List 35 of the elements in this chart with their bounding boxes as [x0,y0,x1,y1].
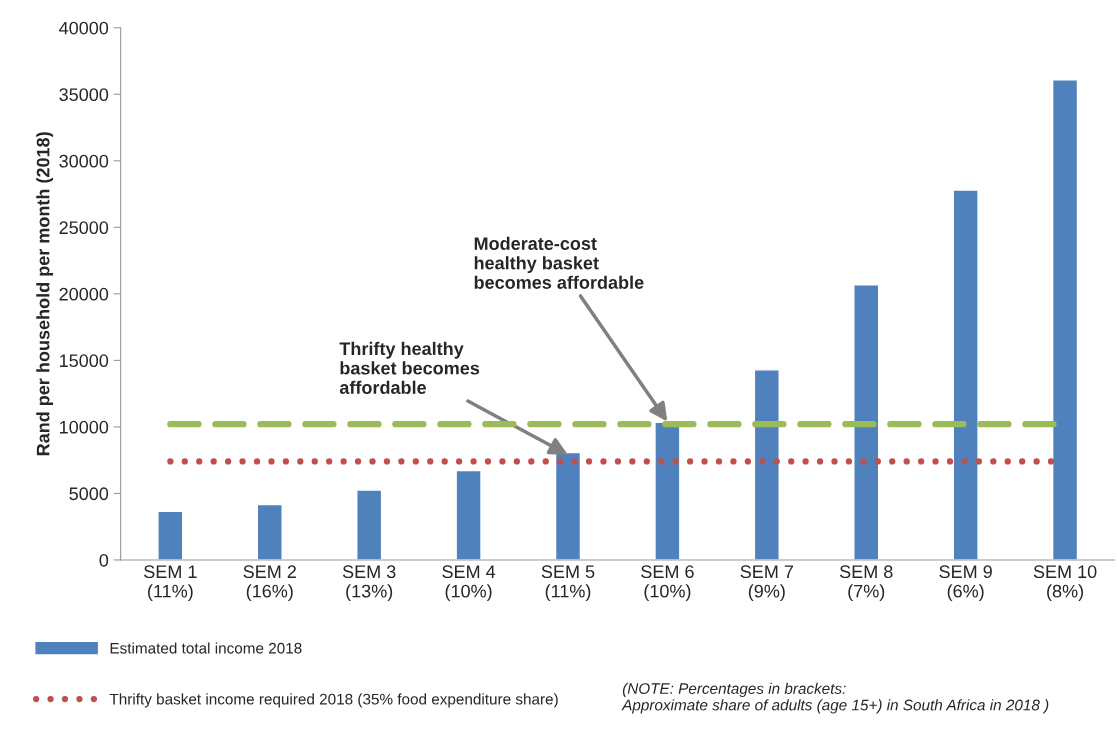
x-tick-label: SEM 4 (10%) [442,565,496,602]
x-tick-label: SEM 6 (10%) [641,565,694,602]
text: (NOTE: Percentages in brackets: Approximate share of adults (age 15+) in South Africa in 2018 ) [621,682,1049,714]
x-tick-label: SEM 3 (13%) [342,565,396,602]
y-tick-label: 10000 [60,420,109,434]
x-tick-label: SEM 5 (11%) [541,565,595,602]
bar [157,510,184,560]
x-tick-label: SEM 9 (6%) [939,565,992,602]
y-tick-label: 30000 [59,154,109,168]
annotation: Moderate-cost healthy basket becomes affordable [474,236,644,289]
y-tick-label: 0 [99,553,109,567]
bar [654,421,681,560]
y-tick-label: 25000 [59,221,109,235]
x-tick-label: SEM 2 (16%) [243,565,296,602]
legend-label: Thrifty basket income required 2018 (35% food expenditure share) [109,693,558,708]
bar [1051,79,1079,560]
y-axis-title: Rand per household per month (2018) [36,132,54,456]
bar [554,451,582,560]
x-tick-label: SEM 10 (8%) [1033,565,1097,602]
bar [753,369,780,560]
bar [952,189,979,560]
bar [455,469,482,560]
x-tick-label: SEM 7 (9%) [740,565,794,602]
bar [853,284,880,560]
x-tick-label: SEM 1 (11%) [144,565,197,602]
y-tick-label: 35000 [59,88,109,102]
x-tick-label: SEM 8 (7%) [839,565,893,602]
y-tick-label: 5000 [69,487,109,501]
y-tick-label: 20000 [59,287,109,301]
bar [356,489,383,560]
y-tick-label: 40000 [59,21,109,35]
bar [256,503,283,560]
annotation: Thrifty healthy basket becomes affordable [339,341,480,394]
y-tick-label: 15000 [60,354,109,368]
legend-label: Estimated total income 2018 [110,642,302,654]
